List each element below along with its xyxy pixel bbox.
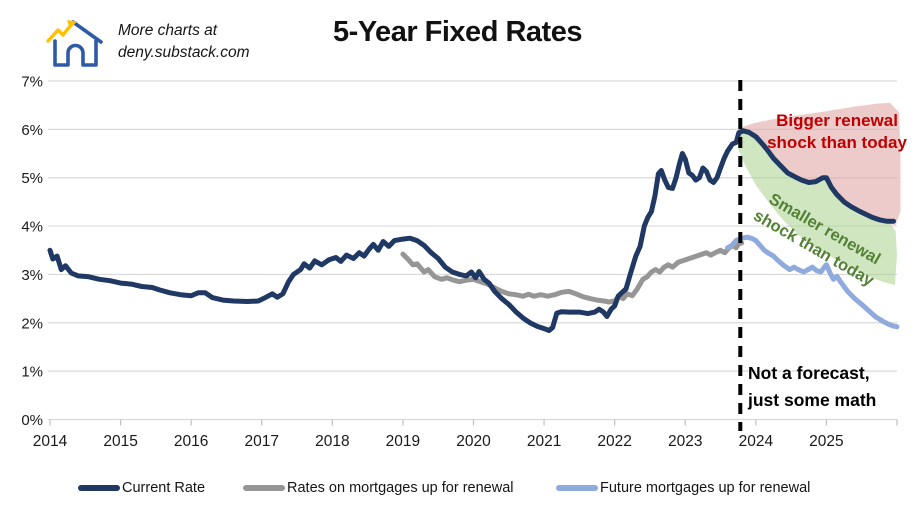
x-tick-label: 2023 <box>668 433 702 450</box>
x-tick-label: 2014 <box>33 433 68 450</box>
x-tick-label: 2015 <box>103 433 137 450</box>
y-tick-label: 3% <box>21 267 43 284</box>
annotation-note-line1: Not a forecast, <box>748 363 870 383</box>
y-tick-label: 0% <box>21 412 43 429</box>
x-tick-label: 2017 <box>245 433 279 450</box>
legend-item-current-rate: Current Rate <box>78 476 205 500</box>
y-tick-label: 5% <box>21 170 43 187</box>
series-renewal-rates-line <box>400 240 745 305</box>
site-credit-line2: deny.substack.com <box>118 44 250 61</box>
page-title: 5-Year Fixed Rates <box>333 16 582 48</box>
annotation-bigger-shock: Bigger renewal shock than today <box>762 110 912 155</box>
x-tick-label: 2018 <box>315 433 349 450</box>
site-credit: More charts at deny.substack.com <box>118 20 250 64</box>
logo <box>44 8 110 73</box>
annotation-not-a-forecast: Not a forecast, just some math <box>748 360 876 414</box>
y-tick-label: 2% <box>21 315 43 332</box>
legend-item-future-renewals: Future mortgages up for renewal <box>556 476 810 500</box>
legend-item-renewal-rates: Rates on mortgages up for renewal <box>243 476 514 500</box>
annotation-bigger-line2: shock than today <box>767 133 907 153</box>
x-tick-label: 2025 <box>809 433 843 450</box>
house-trend-logo-icon <box>46 20 103 67</box>
x-tick-label: 2022 <box>597 433 631 450</box>
series-future-renewals-line <box>725 234 900 330</box>
x-tick-label: 2020 <box>456 433 491 450</box>
chart-legend: Current Rate Rates on mortgages up for r… <box>0 476 915 502</box>
legend-label-future-renewals: Future mortgages up for renewal <box>600 480 811 496</box>
annotation-note-line2: just some math <box>748 390 877 411</box>
legend-label-renewal-rates: Rates on mortgages up for renewal <box>287 480 514 496</box>
region-bigger-renewal-shock <box>740 102 901 226</box>
x-tick-label: 2016 <box>174 433 208 450</box>
region-smaller-renewal-shock <box>736 126 897 286</box>
x-tick-label: 2021 <box>527 433 561 450</box>
y-tick-label: 1% <box>21 364 43 381</box>
legend-label-current-rate: Current Rate <box>122 480 206 496</box>
annotation-bigger-line1: Bigger renewal <box>776 111 898 130</box>
x-tick-label: 2019 <box>386 433 420 450</box>
legend-swatch-renewal-rates <box>243 485 285 491</box>
x-tick-label: 2024 <box>739 433 774 450</box>
series-current-rate-line <box>47 128 896 333</box>
y-tick-label: 4% <box>21 219 43 236</box>
y-tick-label: 6% <box>21 122 43 139</box>
site-credit-line1: More charts at <box>118 22 218 39</box>
legend-swatch-future-renewals <box>556 485 598 491</box>
y-tick-label: 7% <box>21 74 43 91</box>
legend-swatch-current-rate <box>78 485 120 491</box>
